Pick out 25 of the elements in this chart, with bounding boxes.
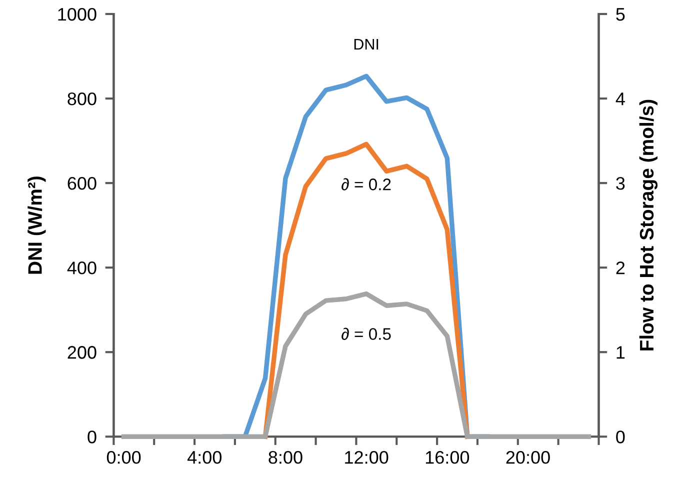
- series-label: ∂ = 0.2: [342, 178, 391, 190]
- y2-tick-label: 0: [616, 430, 625, 444]
- x-tick-label: 20:00: [506, 451, 550, 464]
- x-tick-label: 4:00: [187, 451, 222, 464]
- y-tick-label: 200: [68, 346, 96, 359]
- line-series: [121, 291, 591, 439]
- series-label: DNI: [354, 39, 378, 50]
- y-tick-label: 0: [88, 430, 96, 444]
- y2-tick-label: 2: [616, 262, 625, 274]
- x-tick-label: 16:00: [426, 451, 470, 464]
- x-tick-label: 8:00: [268, 451, 302, 464]
- series-label: ∂ = 0.5: [342, 328, 391, 340]
- y-tick-label: 600: [68, 176, 96, 190]
- y-tick-label: 1000: [58, 8, 96, 21]
- y2-tick-label: 3: [616, 176, 625, 190]
- y2-tick-label: 1: [616, 346, 625, 359]
- x-tick-label: 12:00: [345, 451, 388, 464]
- y2-tick-label: 5: [616, 8, 625, 21]
- y2-tick-label: 4: [616, 92, 625, 106]
- x-tick-label: 0:00: [106, 451, 141, 464]
- y-tick-label: 800: [68, 92, 96, 106]
- line-series: [262, 142, 470, 439]
- y-axis-title: DNI (W/m²): [28, 176, 46, 274]
- y-tick-label: 400: [67, 262, 96, 274]
- y2-axis-title: Flow to Hot Storage (mol/s): [639, 100, 658, 350]
